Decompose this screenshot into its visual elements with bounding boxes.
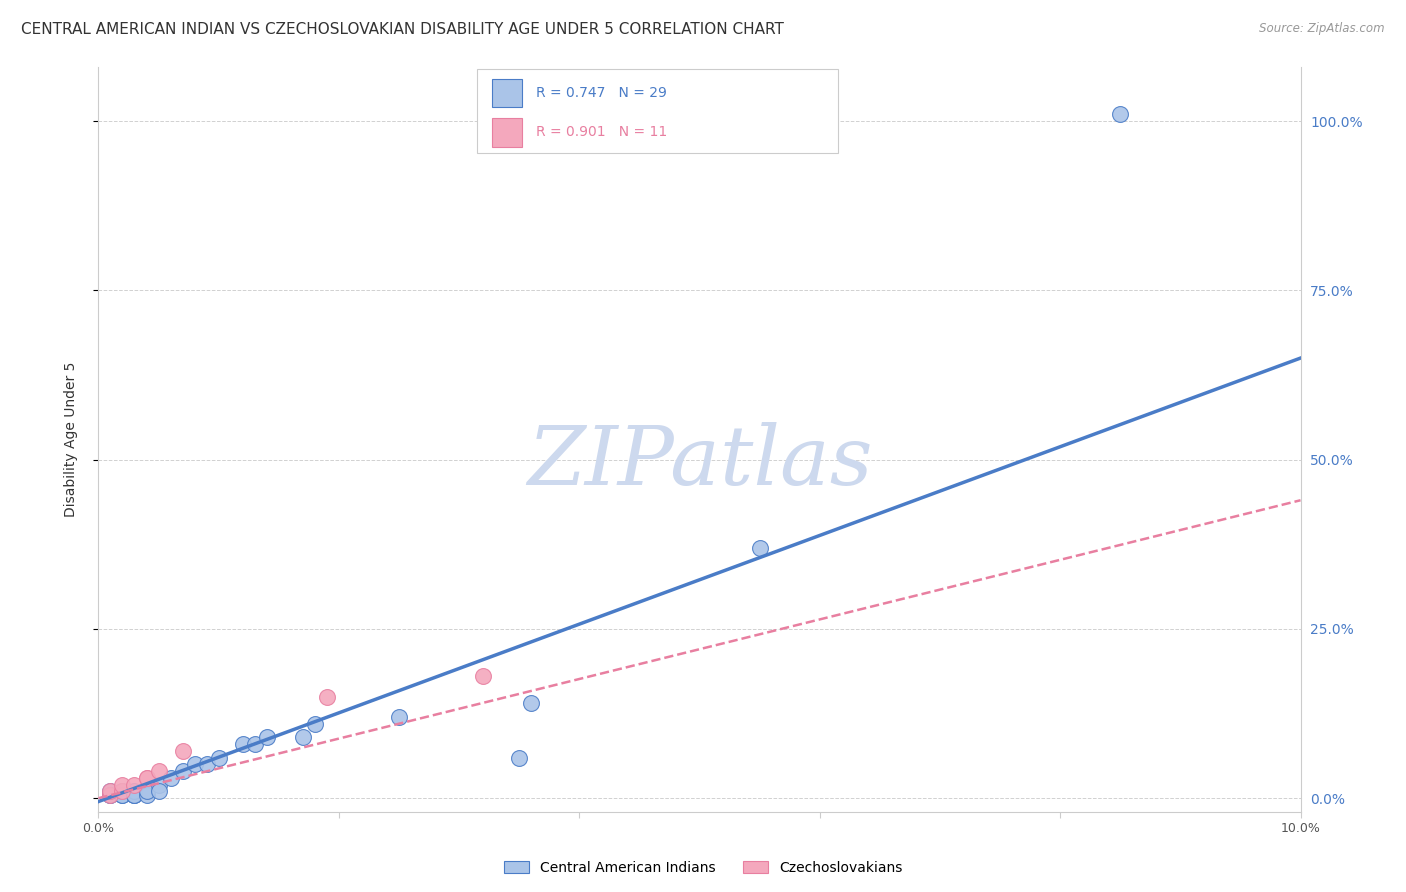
Point xyxy=(135,771,157,785)
Point xyxy=(1109,107,1132,121)
Point xyxy=(243,737,266,751)
Point xyxy=(100,784,122,798)
Point xyxy=(100,788,122,802)
Point xyxy=(124,778,146,792)
Point xyxy=(148,764,170,778)
Point xyxy=(304,716,326,731)
Point xyxy=(508,750,530,764)
FancyBboxPatch shape xyxy=(492,119,522,146)
Point xyxy=(124,788,146,802)
Point xyxy=(100,784,122,798)
Point xyxy=(100,788,122,802)
Point xyxy=(183,757,205,772)
Point xyxy=(195,757,218,772)
Point xyxy=(172,764,194,778)
Point xyxy=(135,771,157,785)
Point xyxy=(111,778,134,792)
Point xyxy=(111,784,134,798)
FancyBboxPatch shape xyxy=(477,70,838,153)
Point xyxy=(256,730,278,744)
Point xyxy=(388,710,411,724)
Text: R = 0.747   N = 29: R = 0.747 N = 29 xyxy=(536,86,666,100)
Point xyxy=(232,737,254,751)
Point xyxy=(111,784,134,798)
Point xyxy=(148,784,170,798)
Point xyxy=(208,750,231,764)
Point xyxy=(124,788,146,802)
FancyBboxPatch shape xyxy=(492,78,522,107)
Point xyxy=(111,788,134,802)
Point xyxy=(135,784,157,798)
Y-axis label: Disability Age Under 5: Disability Age Under 5 xyxy=(63,361,77,517)
Point xyxy=(172,744,194,758)
Point xyxy=(148,778,170,792)
Point xyxy=(124,788,146,802)
Point xyxy=(748,541,770,555)
Point xyxy=(100,788,122,802)
Text: CENTRAL AMERICAN INDIAN VS CZECHOSLOVAKIAN DISABILITY AGE UNDER 5 CORRELATION CH: CENTRAL AMERICAN INDIAN VS CZECHOSLOVAKI… xyxy=(21,22,785,37)
Point xyxy=(111,788,134,802)
Point xyxy=(472,669,495,683)
Legend: Central American Indians, Czechoslovakians: Central American Indians, Czechoslovakia… xyxy=(498,855,908,880)
Point xyxy=(135,788,157,802)
Point xyxy=(520,697,543,711)
Text: Source: ZipAtlas.com: Source: ZipAtlas.com xyxy=(1260,22,1385,36)
Text: ZIPatlas: ZIPatlas xyxy=(527,422,872,501)
Point xyxy=(291,730,314,744)
Text: R = 0.901   N = 11: R = 0.901 N = 11 xyxy=(536,126,668,139)
Point xyxy=(159,771,181,785)
Point xyxy=(315,690,337,704)
Point xyxy=(124,784,146,798)
